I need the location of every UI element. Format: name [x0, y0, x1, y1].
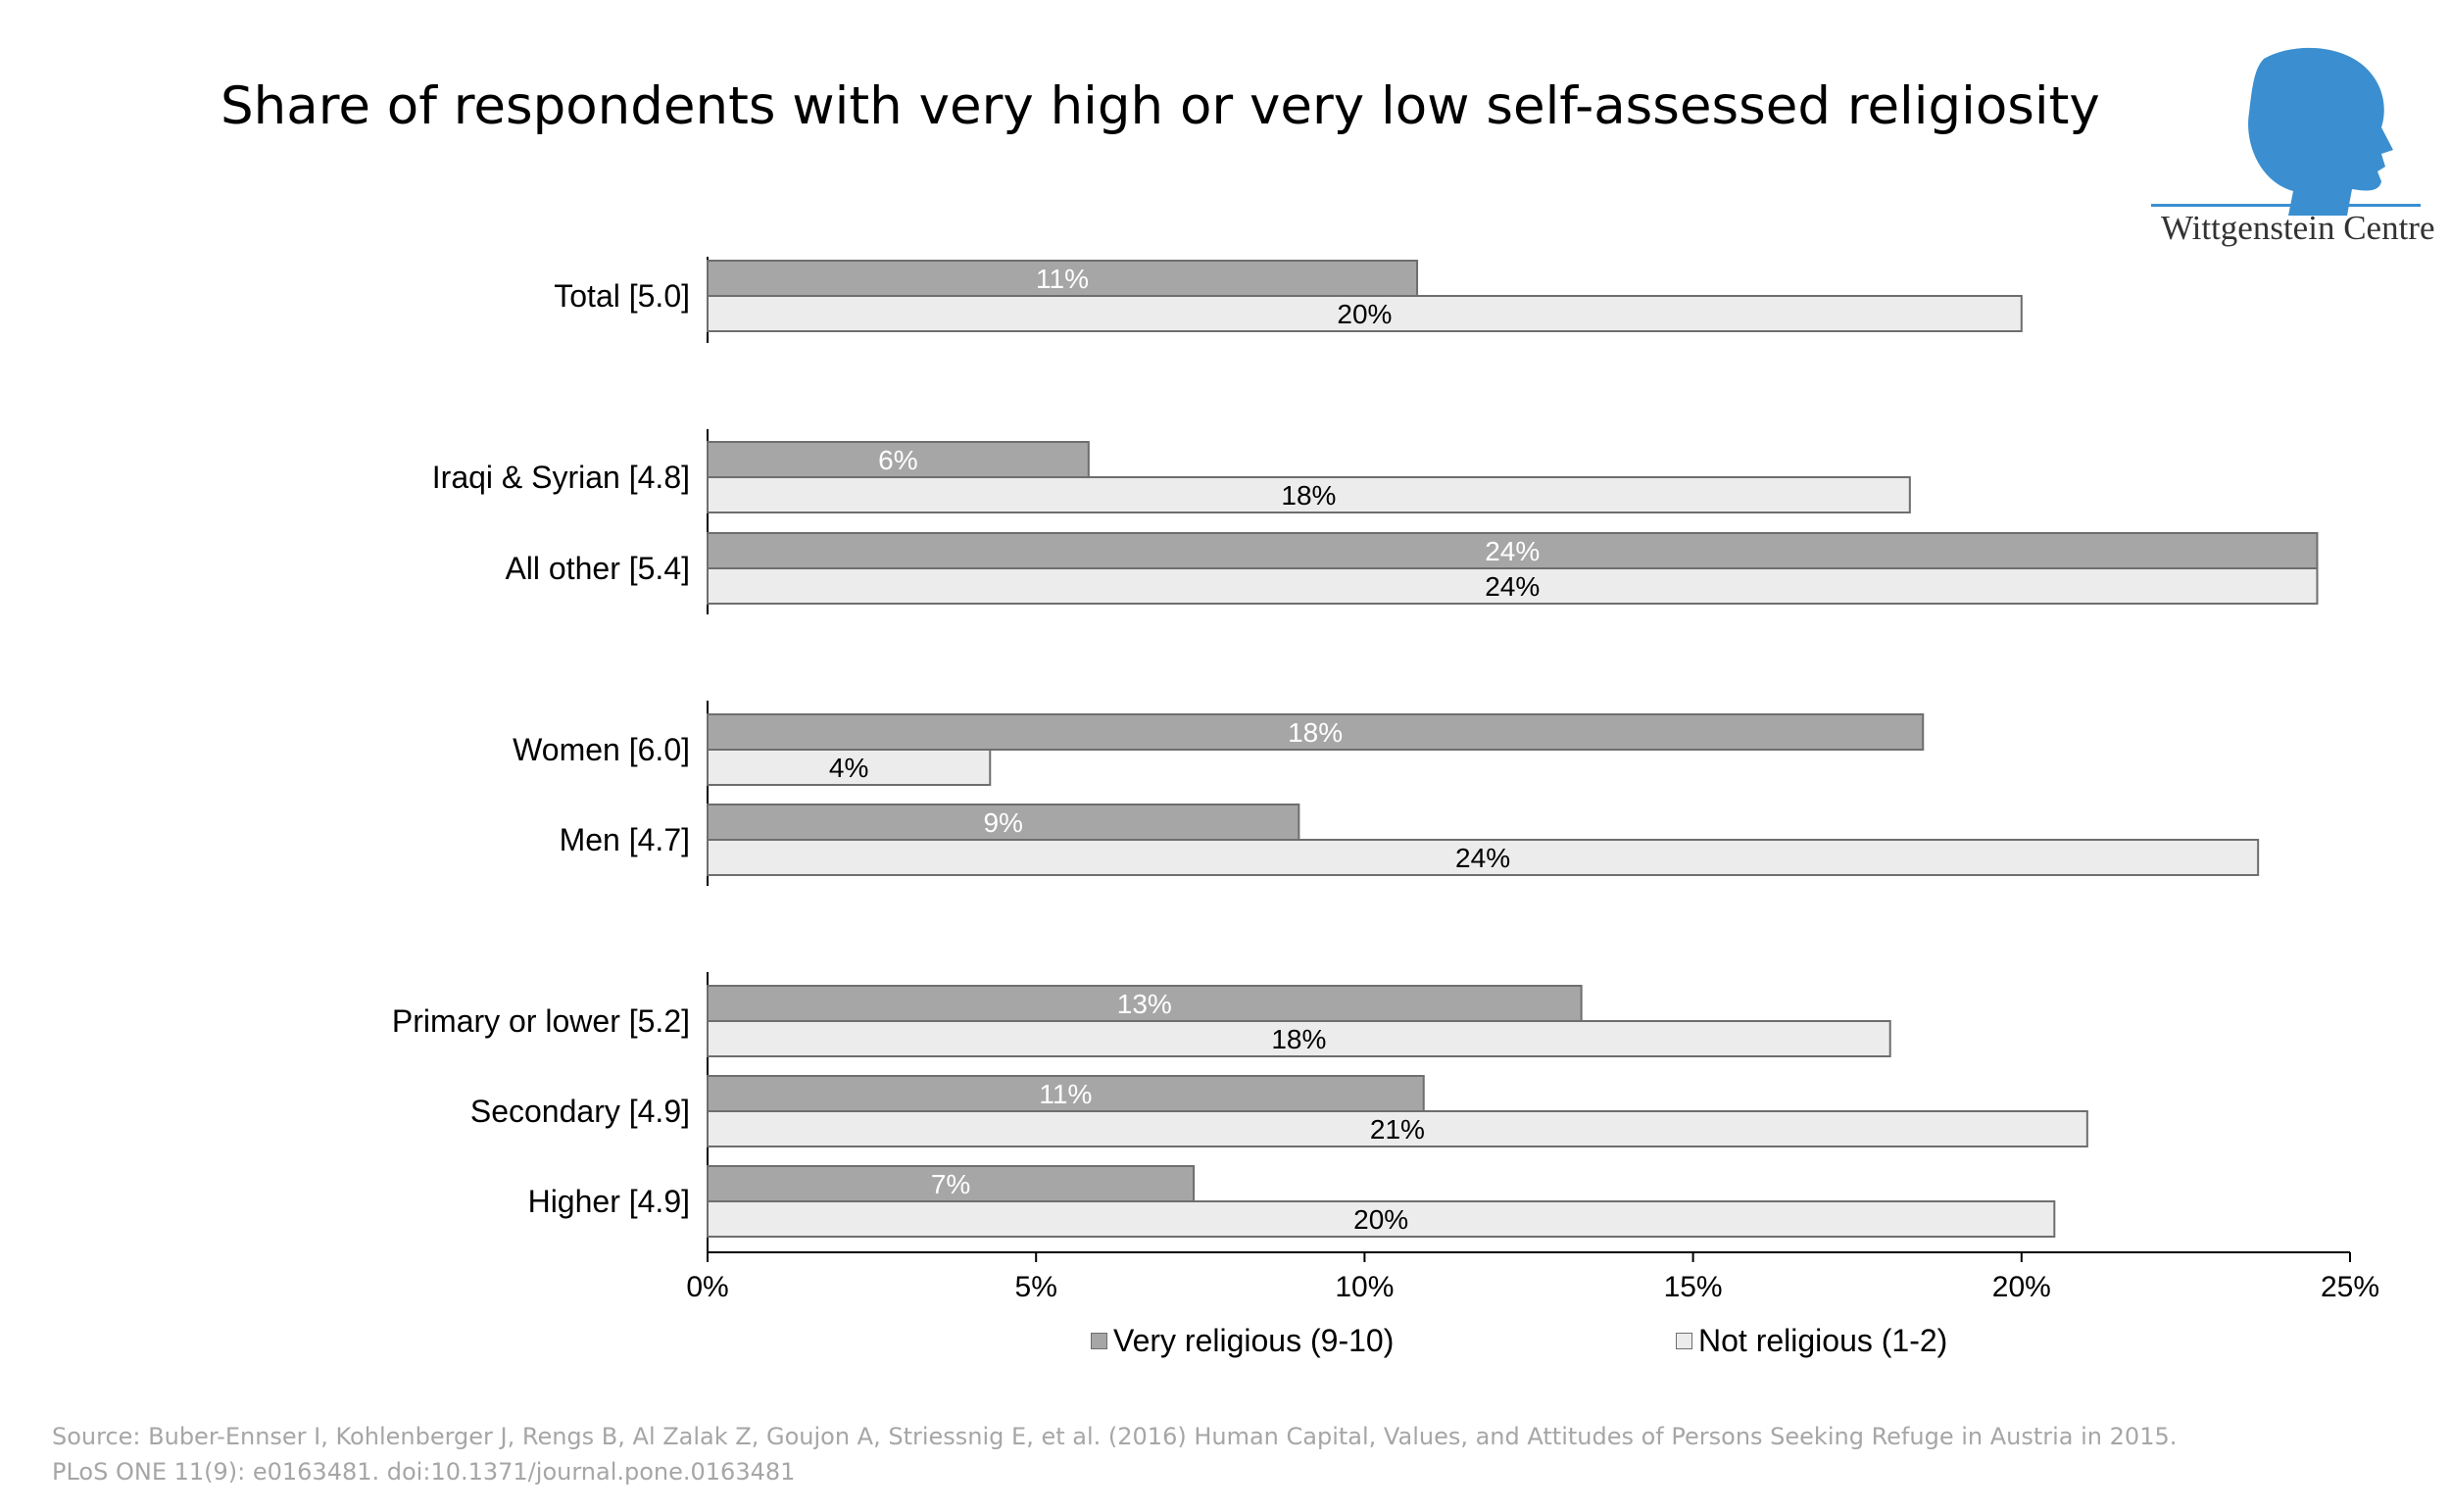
bar-not-religious: [707, 1200, 2056, 1238]
data-label: 20%: [1337, 299, 1392, 329]
data-label: 18%: [1271, 1024, 1326, 1054]
data-label: 7%: [931, 1169, 970, 1199]
data-label: 18%: [1288, 717, 1343, 748]
legend-item: Very religious (9-10): [1091, 1323, 1394, 1359]
data-label: 6%: [878, 445, 917, 475]
bar-not-religious: [707, 839, 2260, 876]
category-label: Men [4.7]: [560, 822, 690, 857]
bar-not-religious: [707, 476, 1911, 513]
category-label: Total [5.0]: [554, 278, 690, 314]
page-title: Share of respondents with very high or v…: [220, 76, 2100, 136]
bar-not-religious: [707, 1020, 1891, 1057]
bar-very-religious: [707, 713, 1925, 751]
x-tick-label: 25%: [2321, 1271, 2379, 1303]
category-label: Women [6.0]: [513, 732, 690, 767]
category-label: All other [5.4]: [505, 551, 690, 586]
legend-label: Very religious (9-10): [1113, 1323, 1395, 1358]
bar-very-religious: [707, 441, 1090, 478]
category-label: Iraqi & Syrian [4.8]: [432, 460, 690, 495]
category-label: Higher [4.9]: [528, 1184, 690, 1219]
bar-not-religious: [707, 749, 992, 786]
data-label: 13%: [1117, 989, 1172, 1019]
category-label: Primary or lower [5.2]: [392, 1003, 690, 1039]
legend-item: Not religious (1-2): [1676, 1323, 1947, 1359]
source-line-1: Source: Buber-Ennser I, Kohlenberger J, …: [52, 1423, 2178, 1450]
source-line-2: PLoS ONE 11(9): e0163481. doi:10.1371/jo…: [52, 1458, 796, 1486]
bar-very-religious: [707, 804, 1300, 841]
legend-label: Not religious (1-2): [1698, 1323, 1948, 1358]
bar-chart: 0% 5% 10% 15% 20% 25% Total [5.0] 11% 20% Iraqi &…: [392, 257, 2379, 1303]
data-label: 4%: [829, 753, 868, 783]
data-label: 11%: [1036, 264, 1089, 294]
x-tick-label: 10%: [1335, 1271, 1394, 1303]
data-label: 24%: [1455, 843, 1510, 873]
data-label: 20%: [1353, 1204, 1408, 1235]
x-tick-label: 15%: [1664, 1271, 1723, 1303]
bar-not-religious: [707, 567, 2319, 605]
bar-very-religious: [707, 1165, 1196, 1202]
logo-rule: [2151, 204, 2421, 207]
data-label: 18%: [1281, 480, 1336, 511]
x-tick-label: 0%: [686, 1271, 728, 1303]
legend: Very religious (9-10) Not religious (1-2): [0, 1323, 2450, 1372]
data-label: 21%: [1370, 1114, 1425, 1145]
data-label: 24%: [1485, 571, 1540, 602]
legend-swatch: [1676, 1333, 1692, 1349]
bar-very-religious: [707, 1075, 1425, 1112]
bar-not-religious: [707, 295, 2023, 332]
x-tick-label: 20%: [1992, 1271, 2051, 1303]
data-label: 11%: [1039, 1079, 1092, 1109]
source-note: Source: Buber-Ennser I, Kohlenberger J, …: [52, 1419, 2177, 1489]
category-label: Secondary [4.9]: [470, 1094, 690, 1129]
bar-very-religious: [707, 532, 2319, 569]
data-label: 9%: [983, 807, 1022, 838]
bar-very-religious: [707, 985, 1583, 1022]
data-label: 24%: [1485, 536, 1540, 566]
bar-not-religious: [707, 1110, 2088, 1147]
wittgenstein-head-logo-icon: [2248, 47, 2393, 217]
legend-swatch: [1091, 1333, 1107, 1349]
logo-text: Wittgenstein Centre: [2161, 209, 2435, 247]
x-tick-label: 5%: [1015, 1271, 1057, 1303]
